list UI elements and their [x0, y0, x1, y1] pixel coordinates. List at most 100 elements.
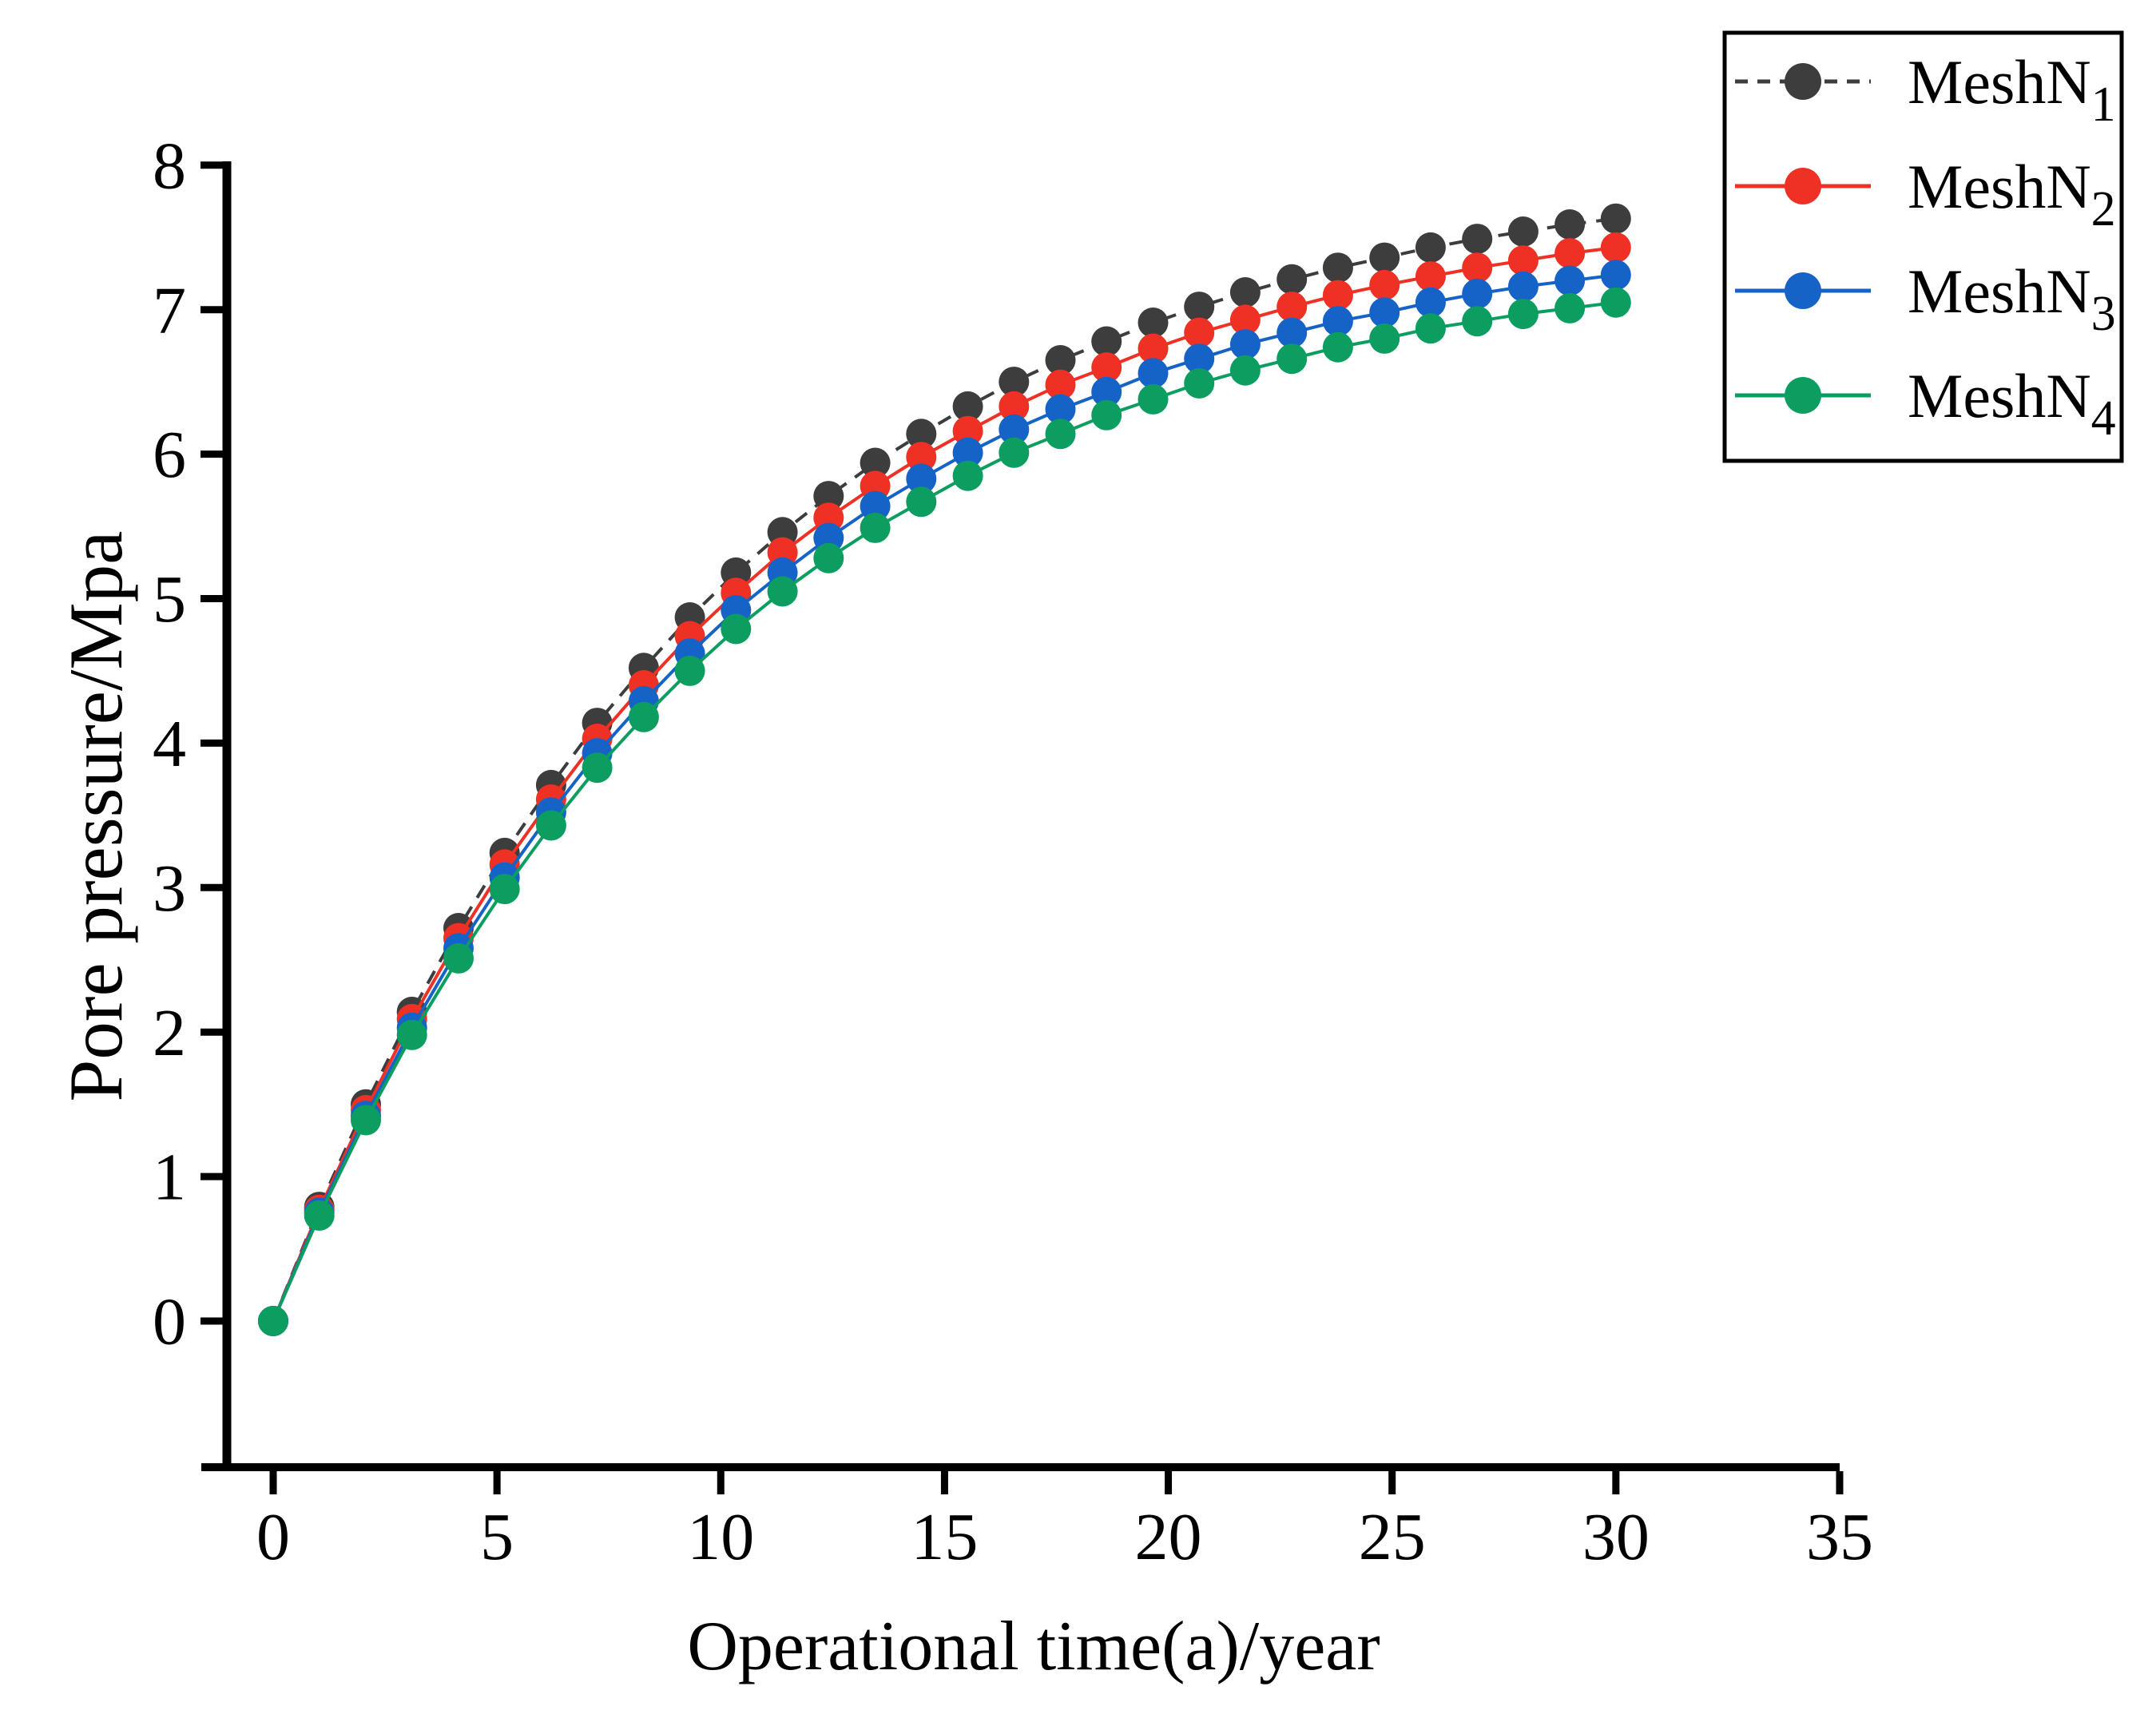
y-tick-label: 6	[153, 418, 186, 492]
data-point	[1184, 317, 1215, 348]
x-tick-label: 25	[1359, 1500, 1426, 1574]
data-point	[1322, 252, 1353, 284]
y-tick-label: 0	[153, 1285, 186, 1359]
legend-marker	[1785, 63, 1821, 100]
data-point	[443, 942, 474, 974]
data-point	[1322, 306, 1353, 337]
data-point	[860, 512, 891, 543]
legend-label: MeshN4	[1908, 361, 2116, 446]
data-point	[860, 447, 891, 478]
data-point	[952, 391, 983, 422]
data-point	[1415, 261, 1446, 292]
data-point	[258, 1306, 288, 1336]
series-line	[272, 273, 1617, 1322]
y-axis: 0 1 2 3 4 5 6 7 8	[153, 129, 232, 1471]
data-point	[1138, 307, 1169, 338]
data-point	[952, 437, 983, 468]
x-tick-label: 10	[687, 1500, 754, 1574]
x-tick-label: 15	[911, 1500, 978, 1574]
data-point	[813, 481, 844, 512]
data-point	[1184, 343, 1215, 375]
data-point	[1045, 419, 1076, 450]
y-tick-label: 7	[153, 273, 186, 347]
data-point	[489, 874, 520, 905]
data-point	[1462, 252, 1493, 284]
data-point	[628, 701, 659, 732]
data-point	[1091, 376, 1122, 407]
x-axis-title: Operational time(a)/year	[687, 1608, 1380, 1685]
data-point	[1045, 345, 1076, 375]
legend-marker	[1785, 377, 1821, 414]
y-axis-title: Pore pressure/Mpa	[54, 531, 138, 1102]
data-point	[1554, 238, 1586, 269]
data-point	[767, 576, 798, 607]
series-line	[272, 216, 1617, 1322]
data-point	[999, 391, 1030, 422]
legend-entry-meshn4: MeshN4	[1735, 361, 2116, 446]
data-point	[999, 437, 1030, 468]
x-tick-label: 30	[1582, 1500, 1650, 1574]
data-point	[906, 442, 937, 473]
data-point	[1091, 352, 1122, 383]
data-point	[999, 367, 1030, 398]
data-point	[813, 542, 844, 573]
legend-marker	[1785, 168, 1821, 204]
series-line	[272, 300, 1617, 1322]
y-tick-label: 2	[153, 996, 186, 1070]
data-point	[999, 414, 1030, 445]
data-point	[1184, 368, 1215, 399]
data-point	[396, 1019, 427, 1050]
data-point	[1415, 287, 1446, 318]
data-point	[1277, 264, 1308, 295]
legend-label: MeshN1	[1908, 47, 2116, 132]
data-point	[1277, 317, 1308, 348]
data-point	[906, 486, 937, 518]
y-tick-label: 4	[153, 707, 186, 781]
legend-entry-meshn1: MeshN1	[1735, 47, 2116, 132]
legend-label: MeshN2	[1908, 152, 2116, 236]
data-point	[1229, 277, 1261, 307]
series-meshn2	[258, 232, 1631, 1336]
data-point	[304, 1200, 335, 1231]
x-tick-label: 0	[256, 1500, 290, 1574]
data-point	[1507, 271, 1539, 302]
data-point	[721, 613, 752, 645]
data-point	[1322, 280, 1353, 311]
data-point	[1462, 306, 1493, 337]
data-point	[1462, 278, 1493, 309]
legend-entry-meshn3: MeshN3	[1735, 256, 2116, 341]
data-point	[535, 810, 566, 841]
legend: MeshN1 MeshN2 MeshN3 MeshN4	[1722, 30, 2124, 463]
series-line	[272, 245, 1617, 1322]
data-point	[1277, 343, 1308, 375]
x-tick-label: 20	[1135, 1500, 1202, 1574]
data-point	[1415, 232, 1446, 263]
data-point	[1507, 245, 1539, 276]
y-tick-label: 8	[153, 129, 186, 203]
data-point	[1369, 297, 1400, 328]
y-tick-label: 1	[153, 1141, 186, 1215]
data-point	[952, 415, 983, 446]
data-point	[1229, 304, 1261, 335]
data-point	[1229, 355, 1261, 386]
data-point	[1369, 242, 1400, 273]
data-point	[906, 463, 937, 494]
data-point	[582, 752, 613, 784]
x-tick-label: 5	[480, 1500, 514, 1574]
data-point	[1415, 313, 1446, 344]
data-point	[952, 460, 983, 491]
legend-label: MeshN3	[1908, 256, 2116, 341]
series-meshn1	[258, 203, 1631, 1336]
data-point	[1138, 333, 1169, 364]
data-point	[906, 419, 937, 450]
data-point	[351, 1105, 381, 1136]
data-point	[1138, 383, 1169, 415]
data-point	[1184, 292, 1215, 323]
data-point	[674, 655, 705, 686]
y-tick-label: 5	[153, 562, 186, 637]
legend-entry-meshn2: MeshN2	[1735, 152, 2116, 236]
legend-marker	[1785, 272, 1821, 309]
data-point	[1600, 232, 1631, 263]
